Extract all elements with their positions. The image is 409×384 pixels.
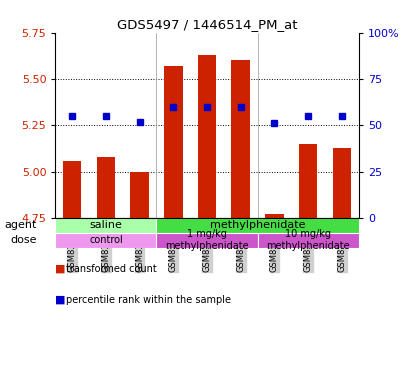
Bar [156,233,257,248]
Bar [164,66,182,218]
Bar [55,218,156,233]
Bar [197,55,216,218]
Bar [265,214,283,218]
Title: GDS5497 / 1446514_PM_at: GDS5497 / 1446514_PM_at [117,18,297,31]
Text: methylphenidate: methylphenidate [209,220,305,230]
Bar [257,233,358,248]
Bar [156,218,358,233]
Bar [63,161,81,218]
Bar [231,60,249,218]
Text: transformed count: transformed count [65,264,156,274]
Bar [332,147,350,218]
Bar [97,157,115,218]
Text: 10 mg/kg
methylphenidate: 10 mg/kg methylphenidate [266,230,349,251]
Text: ■: ■ [55,264,66,274]
Text: dose: dose [10,235,37,245]
Bar [55,233,156,248]
Text: 1 mg/kg
methylphenidate: 1 mg/kg methylphenidate [165,230,248,251]
Bar [298,144,317,218]
Text: ■: ■ [55,295,66,305]
Text: percentile rank within the sample: percentile rank within the sample [65,295,230,305]
Text: saline: saline [89,220,122,230]
Text: control: control [89,235,122,245]
Bar [130,172,148,218]
Text: agent: agent [4,220,37,230]
